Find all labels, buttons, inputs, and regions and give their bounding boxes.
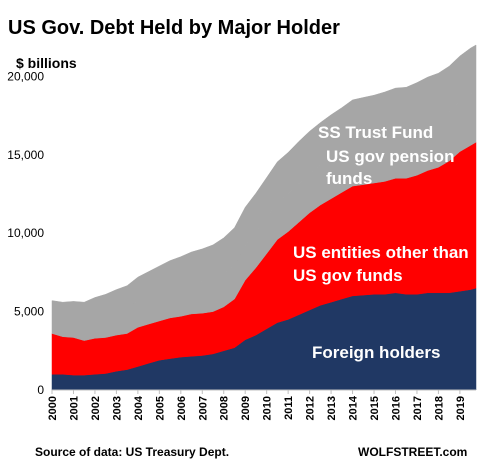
x-tick-label: 2010 (262, 396, 274, 420)
x-tick-label: 2006 (176, 396, 188, 420)
y-tick-label: 20,000 (7, 69, 44, 83)
y-axis: 0 5,000 10,000 15,000 20,000 (7, 69, 44, 397)
x-tick-label: 2018 (433, 396, 445, 420)
source-note: Source of data: US Treasury Dept. (35, 445, 229, 459)
y-unit-label: $ billions (16, 55, 77, 71)
stacked-areas (51, 44, 477, 391)
y-tick-label: 10,000 (7, 226, 44, 240)
x-tick-label: 2003 (111, 396, 123, 420)
label-entities-line1: US entities other than (293, 243, 469, 262)
y-tick-label: 0 (37, 383, 44, 397)
label-foreign-holders: Foreign holders (312, 343, 440, 362)
x-tick-label: 2013 (326, 396, 338, 420)
x-tick-label: 2011 (283, 396, 295, 420)
brand-label: WOLFSTREET.com (358, 445, 467, 459)
x-tick-label: 2001 (68, 396, 80, 420)
label-ss-trust-fund: SS Trust Fund (318, 123, 433, 142)
x-tick-label: 2007 (197, 396, 209, 420)
x-tick-label: 2017 (412, 396, 424, 420)
label-pension-line1: US gov pension (326, 147, 454, 166)
x-tick-label: 2000 (47, 396, 59, 420)
x-tick-label: 2014 (348, 395, 360, 420)
x-tick-label: 2002 (90, 396, 102, 420)
x-tick-label: 2008 (219, 396, 231, 420)
x-tick-label: 2019 (455, 396, 467, 420)
y-tick-label: 15,000 (7, 148, 44, 162)
x-tick-label: 2012 (305, 396, 317, 420)
y-tick-label: 5,000 (14, 305, 44, 319)
x-tick-label: 2009 (240, 396, 252, 420)
x-tick-label: 2016 (390, 396, 402, 420)
label-pension-line2: funds (326, 169, 372, 188)
area-series-3 (51, 44, 477, 319)
label-entities-line2: US gov funds (293, 266, 403, 285)
x-axis: 2000 2001 2002 2003 2004 2005 2006 2007 2008 2009… (47, 390, 467, 420)
x-tick-label: 2005 (154, 396, 166, 420)
x-tick-label: 2015 (369, 396, 381, 420)
chart-title: US Gov. Debt Held by Major Holder (8, 17, 340, 39)
x-tick-label: 2004 (133, 395, 145, 420)
